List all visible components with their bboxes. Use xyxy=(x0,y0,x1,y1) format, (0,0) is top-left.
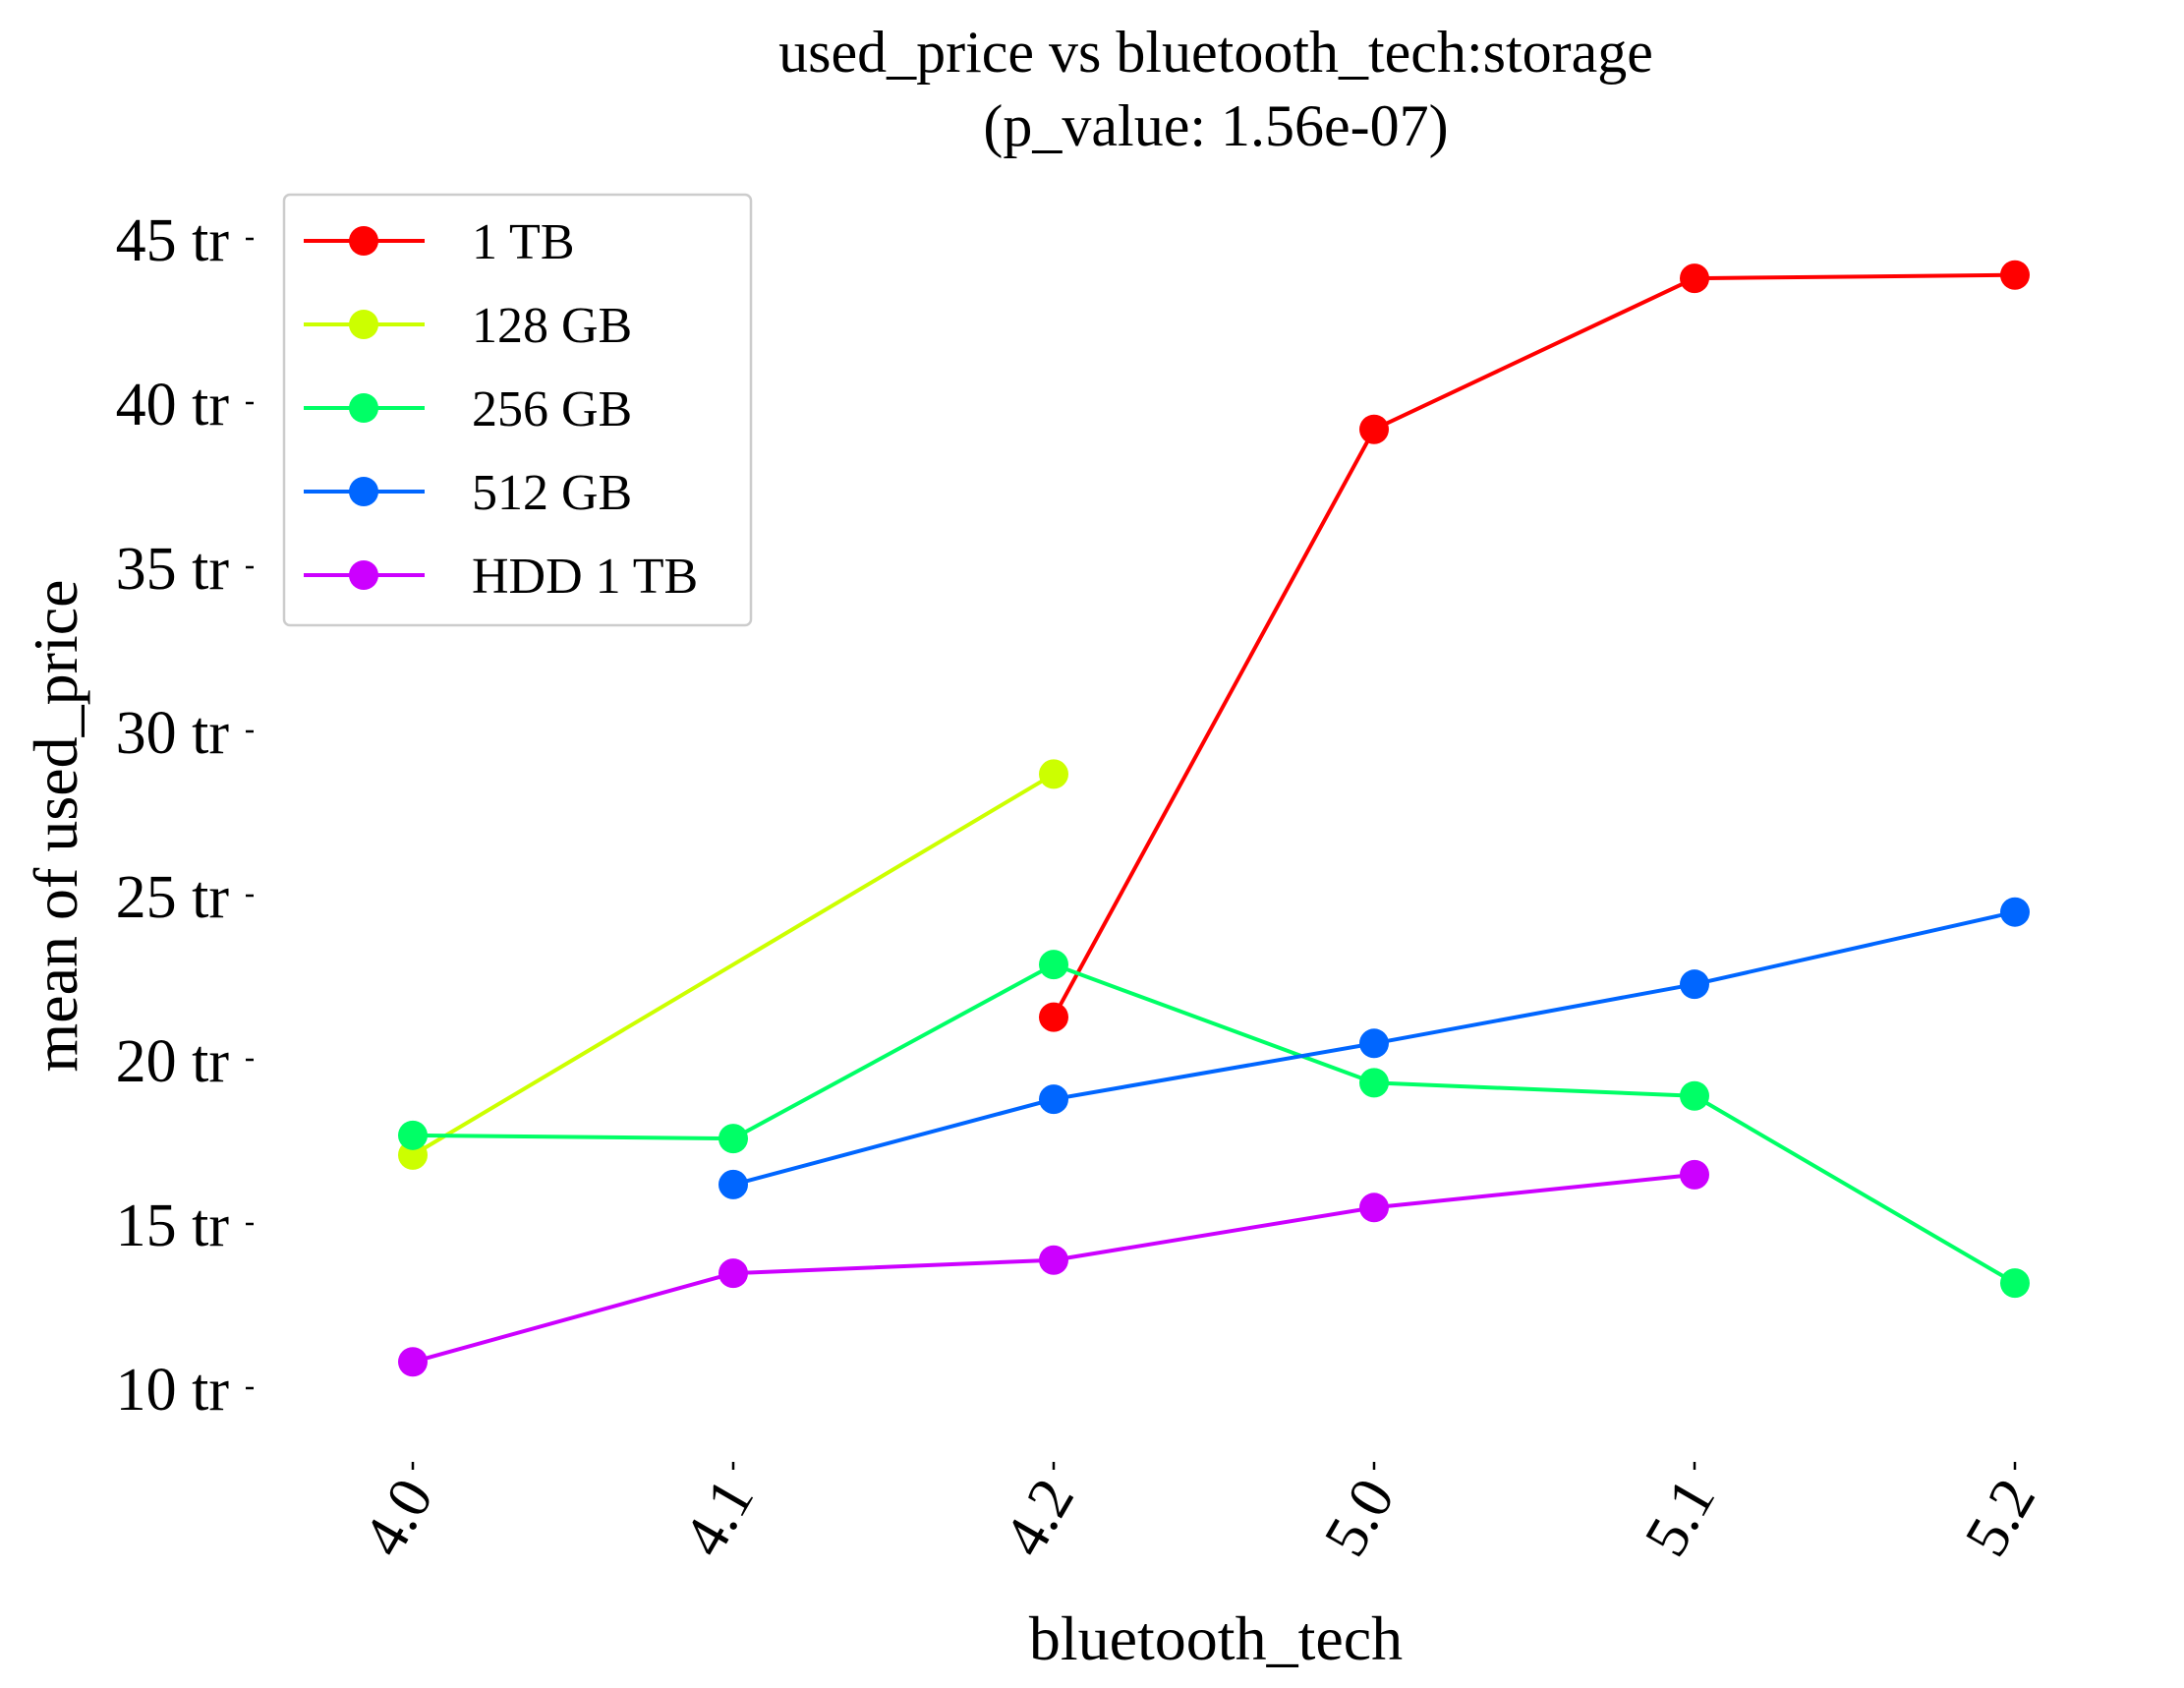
data-point-512-gb xyxy=(2000,897,2030,927)
legend-label-128-gb: 128 GB xyxy=(472,298,632,354)
data-point-hdd-1-tb xyxy=(1359,1193,1389,1223)
y-tick-label: 10 tr xyxy=(116,1357,230,1424)
x-tick-label: 4.0 xyxy=(350,1468,446,1567)
data-point-1-tb xyxy=(1680,263,1709,294)
data-point-256-gb xyxy=(1039,950,1068,980)
y-tick-label: 40 tr xyxy=(116,372,230,438)
series-128-gb xyxy=(398,759,1068,1170)
legend-marker-128-gb xyxy=(349,310,378,339)
x-tick-label: 5.1 xyxy=(1632,1468,1728,1567)
series-1-tb xyxy=(1039,260,2030,1032)
data-point-256-gb xyxy=(718,1124,748,1154)
legend-label-1-tb: 1 TB xyxy=(472,214,575,270)
y-axis-label: mean of used_price xyxy=(21,579,90,1072)
data-point-256-gb xyxy=(1359,1068,1389,1098)
legend-label-hdd-1-tb: HDD 1 TB xyxy=(472,549,698,605)
data-point-hdd-1-tb xyxy=(1680,1159,1709,1190)
data-point-1-tb xyxy=(1359,414,1389,444)
chart-subtitle: (p_value: 1.56e-07) xyxy=(983,93,1448,158)
data-point-512-gb xyxy=(718,1169,748,1199)
x-tick-label: 4.1 xyxy=(670,1468,767,1567)
data-point-128-gb xyxy=(1039,759,1068,789)
series-line-128-gb xyxy=(411,772,1056,1157)
y-axis: 10 tr 15 tr 20 tr 25 tr 30 tr 35 tr 40 tr 45 tr xyxy=(116,207,254,1424)
series-line-256-gb xyxy=(412,962,2017,1285)
series-256-gb xyxy=(398,950,2030,1299)
legend-marker-1-tb xyxy=(349,226,378,256)
legend: 1 TB 128 GB 256 GB 512 GB HDD 1 TB xyxy=(282,193,753,627)
data-point-hdd-1-tb xyxy=(398,1347,428,1377)
data-point-256-gb xyxy=(1680,1080,1709,1111)
legend-box xyxy=(282,193,753,627)
y-tick-label: 30 tr xyxy=(116,700,230,767)
x-tick-label: 5.0 xyxy=(1311,1468,1408,1567)
chart-title: used_price vs bluetooth_tech:storage xyxy=(778,20,1653,85)
legend-marker-512-gb xyxy=(349,477,378,506)
y-tick-label: 15 tr xyxy=(116,1193,230,1259)
data-point-1-tb xyxy=(2000,260,2030,290)
data-point-256-gb xyxy=(2000,1268,2030,1299)
x-tick-label: 5.2 xyxy=(1952,1468,2048,1567)
legend-marker-256-gb xyxy=(349,393,378,423)
series-512-gb xyxy=(718,897,2030,1199)
legend-label-512-gb: 512 GB xyxy=(472,465,632,521)
y-tick-label: 25 tr xyxy=(116,864,230,931)
x-axis-label: bluetooth_tech xyxy=(1029,1603,1403,1673)
data-point-512-gb xyxy=(1359,1028,1389,1059)
series-hdd-1-tb xyxy=(398,1159,1709,1377)
data-point-256-gb xyxy=(398,1120,428,1150)
legend-marker-hdd-1-tb xyxy=(349,560,378,590)
data-point-512-gb xyxy=(1039,1084,1068,1115)
data-point-1-tb xyxy=(1039,1002,1068,1032)
y-tick-label: 35 tr xyxy=(116,536,230,603)
y-tick-label: 20 tr xyxy=(116,1028,230,1095)
data-point-hdd-1-tb xyxy=(1039,1245,1068,1275)
y-tick-label: 45 tr xyxy=(116,207,230,274)
legend-label-256-gb: 256 GB xyxy=(472,381,632,437)
data-point-512-gb xyxy=(1680,969,1709,1000)
series-line-1-tb xyxy=(1052,272,2016,1019)
x-axis: 4.0 4.1 4.2 5.0 5.1 5.2 xyxy=(350,1462,2048,1567)
series-layer xyxy=(398,260,2030,1377)
x-tick-label: 4.2 xyxy=(991,1468,1087,1567)
data-point-hdd-1-tb xyxy=(718,1258,748,1289)
